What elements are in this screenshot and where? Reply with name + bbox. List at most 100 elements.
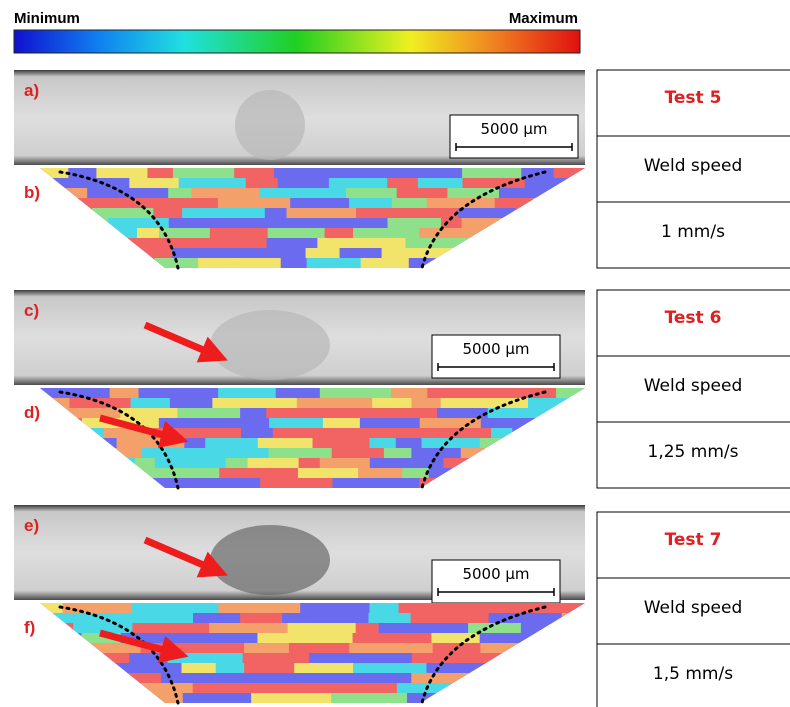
heat-cell <box>232 683 298 694</box>
heat-cell <box>177 408 241 419</box>
heat-cell <box>356 623 380 634</box>
heat-cell <box>396 438 423 449</box>
heat-cell <box>233 633 259 644</box>
heat-cell <box>481 478 518 489</box>
heat-cell <box>85 663 115 674</box>
colorbar <box>14 30 580 53</box>
heat-cell <box>139 468 221 479</box>
heat-cell <box>133 218 170 229</box>
heat-cell <box>183 693 252 704</box>
heat-cell <box>336 653 413 664</box>
colorbar-max-label: Maximum <box>509 10 578 27</box>
heat-cell <box>244 663 295 674</box>
heat-cell <box>517 478 581 489</box>
heat-cell <box>269 448 333 459</box>
heat-cell <box>298 468 359 479</box>
heat-cell <box>117 613 194 624</box>
heat-cell <box>273 428 353 439</box>
heat-map <box>14 168 653 269</box>
heat-cell <box>353 228 420 239</box>
heat-cell <box>141 448 195 459</box>
heat-cell <box>297 398 373 409</box>
heat-cell <box>411 398 441 409</box>
heat-cell <box>133 198 219 209</box>
panel-label: a) <box>24 81 39 100</box>
heat-cell <box>132 623 210 634</box>
scale-label: 5000 µm <box>462 565 529 583</box>
heat-cell <box>153 208 183 219</box>
heat-cell <box>96 168 148 179</box>
heat-cell <box>166 683 194 694</box>
parameter: Weld speed <box>644 376 743 396</box>
heat-cell <box>353 663 427 674</box>
heat-cell <box>168 653 244 664</box>
heat-cell <box>479 683 560 694</box>
heat-cell <box>42 178 130 189</box>
heat-cell <box>361 258 410 269</box>
heat-cell <box>317 238 406 249</box>
heat-cell <box>397 188 449 199</box>
heat-cell <box>51 643 77 654</box>
heat-cell <box>132 603 219 614</box>
heat-cell <box>340 248 383 259</box>
heat-cell <box>69 238 145 249</box>
heat-cell <box>517 653 571 664</box>
heat-cell <box>120 408 178 419</box>
test-name: Test 7 <box>665 530 722 550</box>
parameter-value: 1,25 mm/s <box>648 442 739 462</box>
heat-cell <box>135 458 156 469</box>
scale-label: 5000 µm <box>480 120 547 138</box>
heat-cell <box>226 458 249 469</box>
heat-cell <box>490 208 517 219</box>
heat-cell <box>521 623 568 634</box>
heat-cell <box>495 198 535 209</box>
heat-cell <box>339 218 388 229</box>
heat-cell <box>307 258 362 269</box>
heat-cell <box>131 398 171 409</box>
heat-cell <box>196 673 285 684</box>
heat-cell <box>515 603 604 614</box>
heat-cell <box>560 683 601 694</box>
panel-group: c)5000 µmd)Test 6Weld speed1,25 mm/s <box>14 290 790 489</box>
heat-cell <box>170 398 213 409</box>
parameter-value: 1,5 mm/s <box>653 664 733 684</box>
heat-cell <box>139 388 220 399</box>
heat-cell <box>96 448 142 459</box>
heat-cell <box>155 458 227 469</box>
figure: Minimum Maximum a)5000 µmb)Test 5Weld sp… <box>0 0 790 707</box>
heat-cell <box>238 248 306 259</box>
heat-cell <box>217 418 270 429</box>
heat-cell <box>194 448 270 459</box>
heat-cell <box>210 228 269 239</box>
heat-cell <box>419 228 503 239</box>
heat-cell <box>137 228 160 239</box>
heat-cell <box>240 408 267 419</box>
heat-cell <box>234 438 259 449</box>
heat-cell <box>144 238 203 249</box>
panel-label: d) <box>24 403 40 422</box>
heat-cell <box>205 438 235 449</box>
heat-cell <box>409 258 453 269</box>
heat-cell <box>289 643 350 654</box>
parameter-value: 1 mm/s <box>661 222 725 242</box>
heat-cell <box>422 208 459 219</box>
heat-cell <box>325 228 354 239</box>
heat-cell <box>468 623 522 634</box>
heat-cell <box>370 438 397 449</box>
heat-cell <box>174 643 245 654</box>
heat-cell <box>51 633 82 644</box>
heat-cell <box>115 663 183 674</box>
heat-cell <box>147 168 173 179</box>
heat-cell <box>172 248 239 259</box>
heat-cell <box>218 198 291 209</box>
heat-cell <box>532 468 553 479</box>
heat-cell <box>427 198 496 209</box>
heat-cell <box>569 448 597 459</box>
heat-cell <box>55 468 139 479</box>
heat-cell <box>240 613 283 624</box>
panel-label: e) <box>24 516 39 535</box>
panel-label: c) <box>24 301 39 320</box>
heat-cell <box>159 228 211 239</box>
heat-cell <box>184 438 206 449</box>
